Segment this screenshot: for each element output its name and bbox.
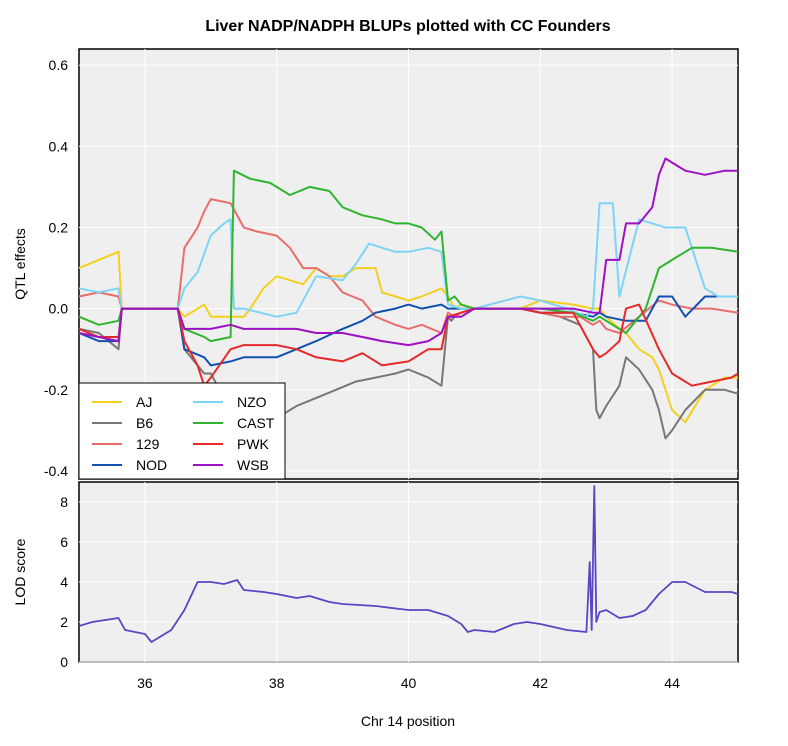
x-tick-label: 40 [401, 675, 417, 691]
chart-title: Liver NADP/NADPH BLUPs plotted with CC F… [205, 18, 610, 35]
x-axis-label: Chr 14 position [361, 713, 455, 729]
x-tick-label: 38 [269, 675, 285, 691]
bottom-gridlines [79, 482, 738, 663]
bottom-y-tick-labels: 0 2 4 6 8 [60, 494, 68, 670]
series-line-wsb [78, 157, 738, 347]
legend-label-aj: AJ [136, 394, 152, 410]
series-line-aj [78, 250, 738, 424]
legend-label-nod: NOD [136, 457, 167, 473]
y-tick-label: 0.2 [49, 219, 69, 235]
legend-box [78, 382, 286, 480]
top-series-lines [78, 157, 739, 440]
y-tick-label: 6 [60, 534, 68, 550]
bottom-y-axis-label: LOD score [12, 538, 28, 605]
series-line-cast [78, 169, 739, 343]
series-line-b6 [78, 307, 739, 440]
top-y-axis-label: QTL effects [12, 228, 28, 300]
y-tick-label: 8 [60, 494, 68, 510]
y-tick-label: 2 [60, 614, 68, 630]
y-tick-label: -0.2 [44, 382, 68, 398]
legend-label-cast: CAST [237, 415, 275, 431]
y-tick-label: 0.4 [49, 138, 69, 154]
legend-label-129: 129 [136, 436, 160, 452]
x-tick-labels: 36 38 40 42 44 [137, 675, 680, 691]
legend: AJ B6 129 NOD NZO CAST PWK WSB [78, 382, 286, 480]
legend-label-b6: B6 [136, 415, 153, 431]
y-tick-label: 0 [60, 654, 68, 670]
series-line-129 [78, 198, 739, 334]
y-tick-label: 0.0 [49, 301, 69, 317]
x-tick-label: 36 [137, 675, 153, 691]
legend-label-pwk: PWK [237, 436, 270, 452]
series-line-nod [78, 295, 738, 367]
x-tick-label: 44 [664, 675, 680, 691]
legend-label-nzo: NZO [237, 394, 267, 410]
top-y-tick-labels: 0.6 0.4 0.2 0.0 -0.2 -0.4 [44, 57, 68, 479]
series-line-pwk [78, 303, 739, 387]
bottom-series-lines [78, 485, 739, 643]
y-tick-label: 0.6 [49, 57, 69, 73]
y-tick-label: 4 [60, 574, 68, 590]
x-tick-label: 42 [533, 675, 549, 691]
legend-label-wsb: WSB [237, 457, 269, 473]
lod-score-line [78, 485, 739, 643]
y-tick-label: -0.4 [44, 463, 68, 479]
series-line-nzo [78, 202, 738, 318]
